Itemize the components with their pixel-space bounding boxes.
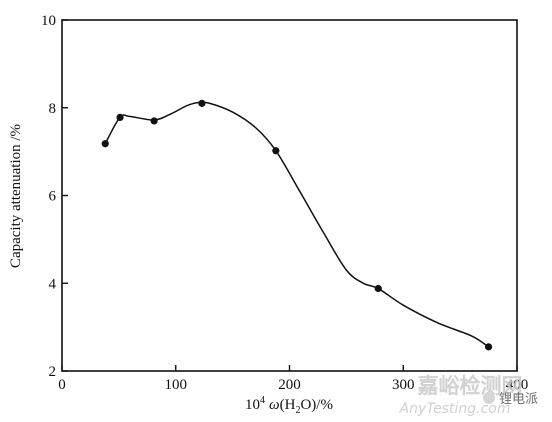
watermark: 嘉峪检测网 AnyTesting.com 锂电派: [399, 374, 539, 417]
data-point: [198, 99, 206, 107]
series-curve: [104, 101, 490, 348]
y-axis-label: Capacity attenuation /%: [8, 124, 24, 268]
data-point: [272, 147, 280, 155]
y-tick-label: 2: [49, 364, 57, 380]
x-tick-label: 300: [392, 377, 415, 393]
data-point: [374, 284, 382, 293]
data-point: [116, 113, 124, 122]
x-tick-label: 200: [278, 377, 301, 393]
y-axis-ticks: 2 4 6 8 10: [41, 13, 68, 380]
y-tick-label: 4: [49, 276, 57, 292]
plot-frame: [61, 19, 518, 372]
y-tick-label: 10: [41, 13, 56, 29]
data-points: [101, 99, 493, 351]
wechat-icon: [483, 392, 495, 404]
y-tick-label: 8: [49, 101, 57, 117]
x-tick-label: 400: [506, 377, 529, 393]
x-tick-label: 0: [58, 377, 66, 393]
data-point: [484, 343, 493, 351]
x-axis-label: 104 ω(H2O)/%: [245, 395, 333, 416]
watermark-badge: 锂电派: [499, 392, 538, 407]
watermark-line2: AnyTesting.com: [399, 401, 511, 417]
y-tick-label: 6: [49, 189, 57, 205]
x-axis-ticks: 0 100 200 300 400: [58, 365, 528, 393]
watermark-line1: 嘉峪检测网: [418, 374, 523, 398]
x-tick-label: 100: [165, 377, 188, 393]
data-point: [101, 140, 109, 148]
data-point: [150, 117, 158, 125]
